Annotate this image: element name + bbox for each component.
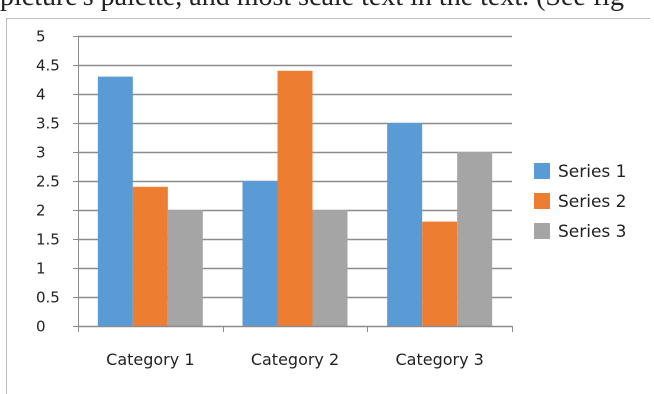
x-tick-labels: Category 1 Category 2 Category 3 — [106, 350, 484, 369]
y-tick-label: 0 — [36, 318, 46, 336]
bar-series-3-2 — [312, 210, 348, 326]
bar-series-2-2 — [277, 70, 313, 326]
bar-series-2-3 — [422, 221, 458, 326]
y-tick-label: 1 — [36, 260, 46, 278]
cropped-caption-text: picture's palette, and most scale text i… — [0, 0, 654, 11]
bar-series-1-1 — [97, 76, 133, 326]
bar-series-2-1 — [132, 186, 168, 326]
y-tick-label: 0.5 — [36, 289, 60, 307]
y-tick-label: 3 — [36, 144, 46, 162]
bar-series-3-3 — [457, 152, 493, 326]
x-tick-label: Category 2 — [251, 350, 339, 369]
bars — [97, 70, 493, 326]
legend-swatch — [534, 193, 550, 209]
legend-swatch — [534, 163, 550, 179]
legend-label: Series 2 — [558, 192, 627, 212]
chart-frame — [6, 18, 650, 394]
legend-label: Series 1 — [558, 162, 627, 182]
bar-series-3-1 — [167, 210, 203, 326]
y-tick-label: 5 — [36, 28, 46, 46]
legend-label: Series 3 — [558, 222, 627, 242]
bar-series-1-2 — [242, 181, 278, 326]
y-tick-label: 3.5 — [36, 115, 60, 133]
y-tick-label: 4 — [36, 86, 46, 104]
y-tick-label: 2.5 — [36, 173, 60, 191]
y-tick-labels: 0 0.5 1 1.5 2 2.5 3 3.5 4 4.5 5 — [36, 28, 60, 336]
x-tick-label: Category 3 — [395, 350, 483, 369]
bar-series-1-3 — [387, 123, 423, 326]
y-tick-label: 4.5 — [36, 57, 60, 75]
y-tick-label: 1.5 — [36, 231, 60, 249]
legend: Series 1 Series 2 Series 3 — [534, 162, 627, 242]
legend-swatch — [534, 223, 550, 239]
x-tick-label: Category 1 — [106, 350, 194, 369]
axes — [73, 36, 513, 332]
y-tick-label: 2 — [36, 202, 46, 220]
